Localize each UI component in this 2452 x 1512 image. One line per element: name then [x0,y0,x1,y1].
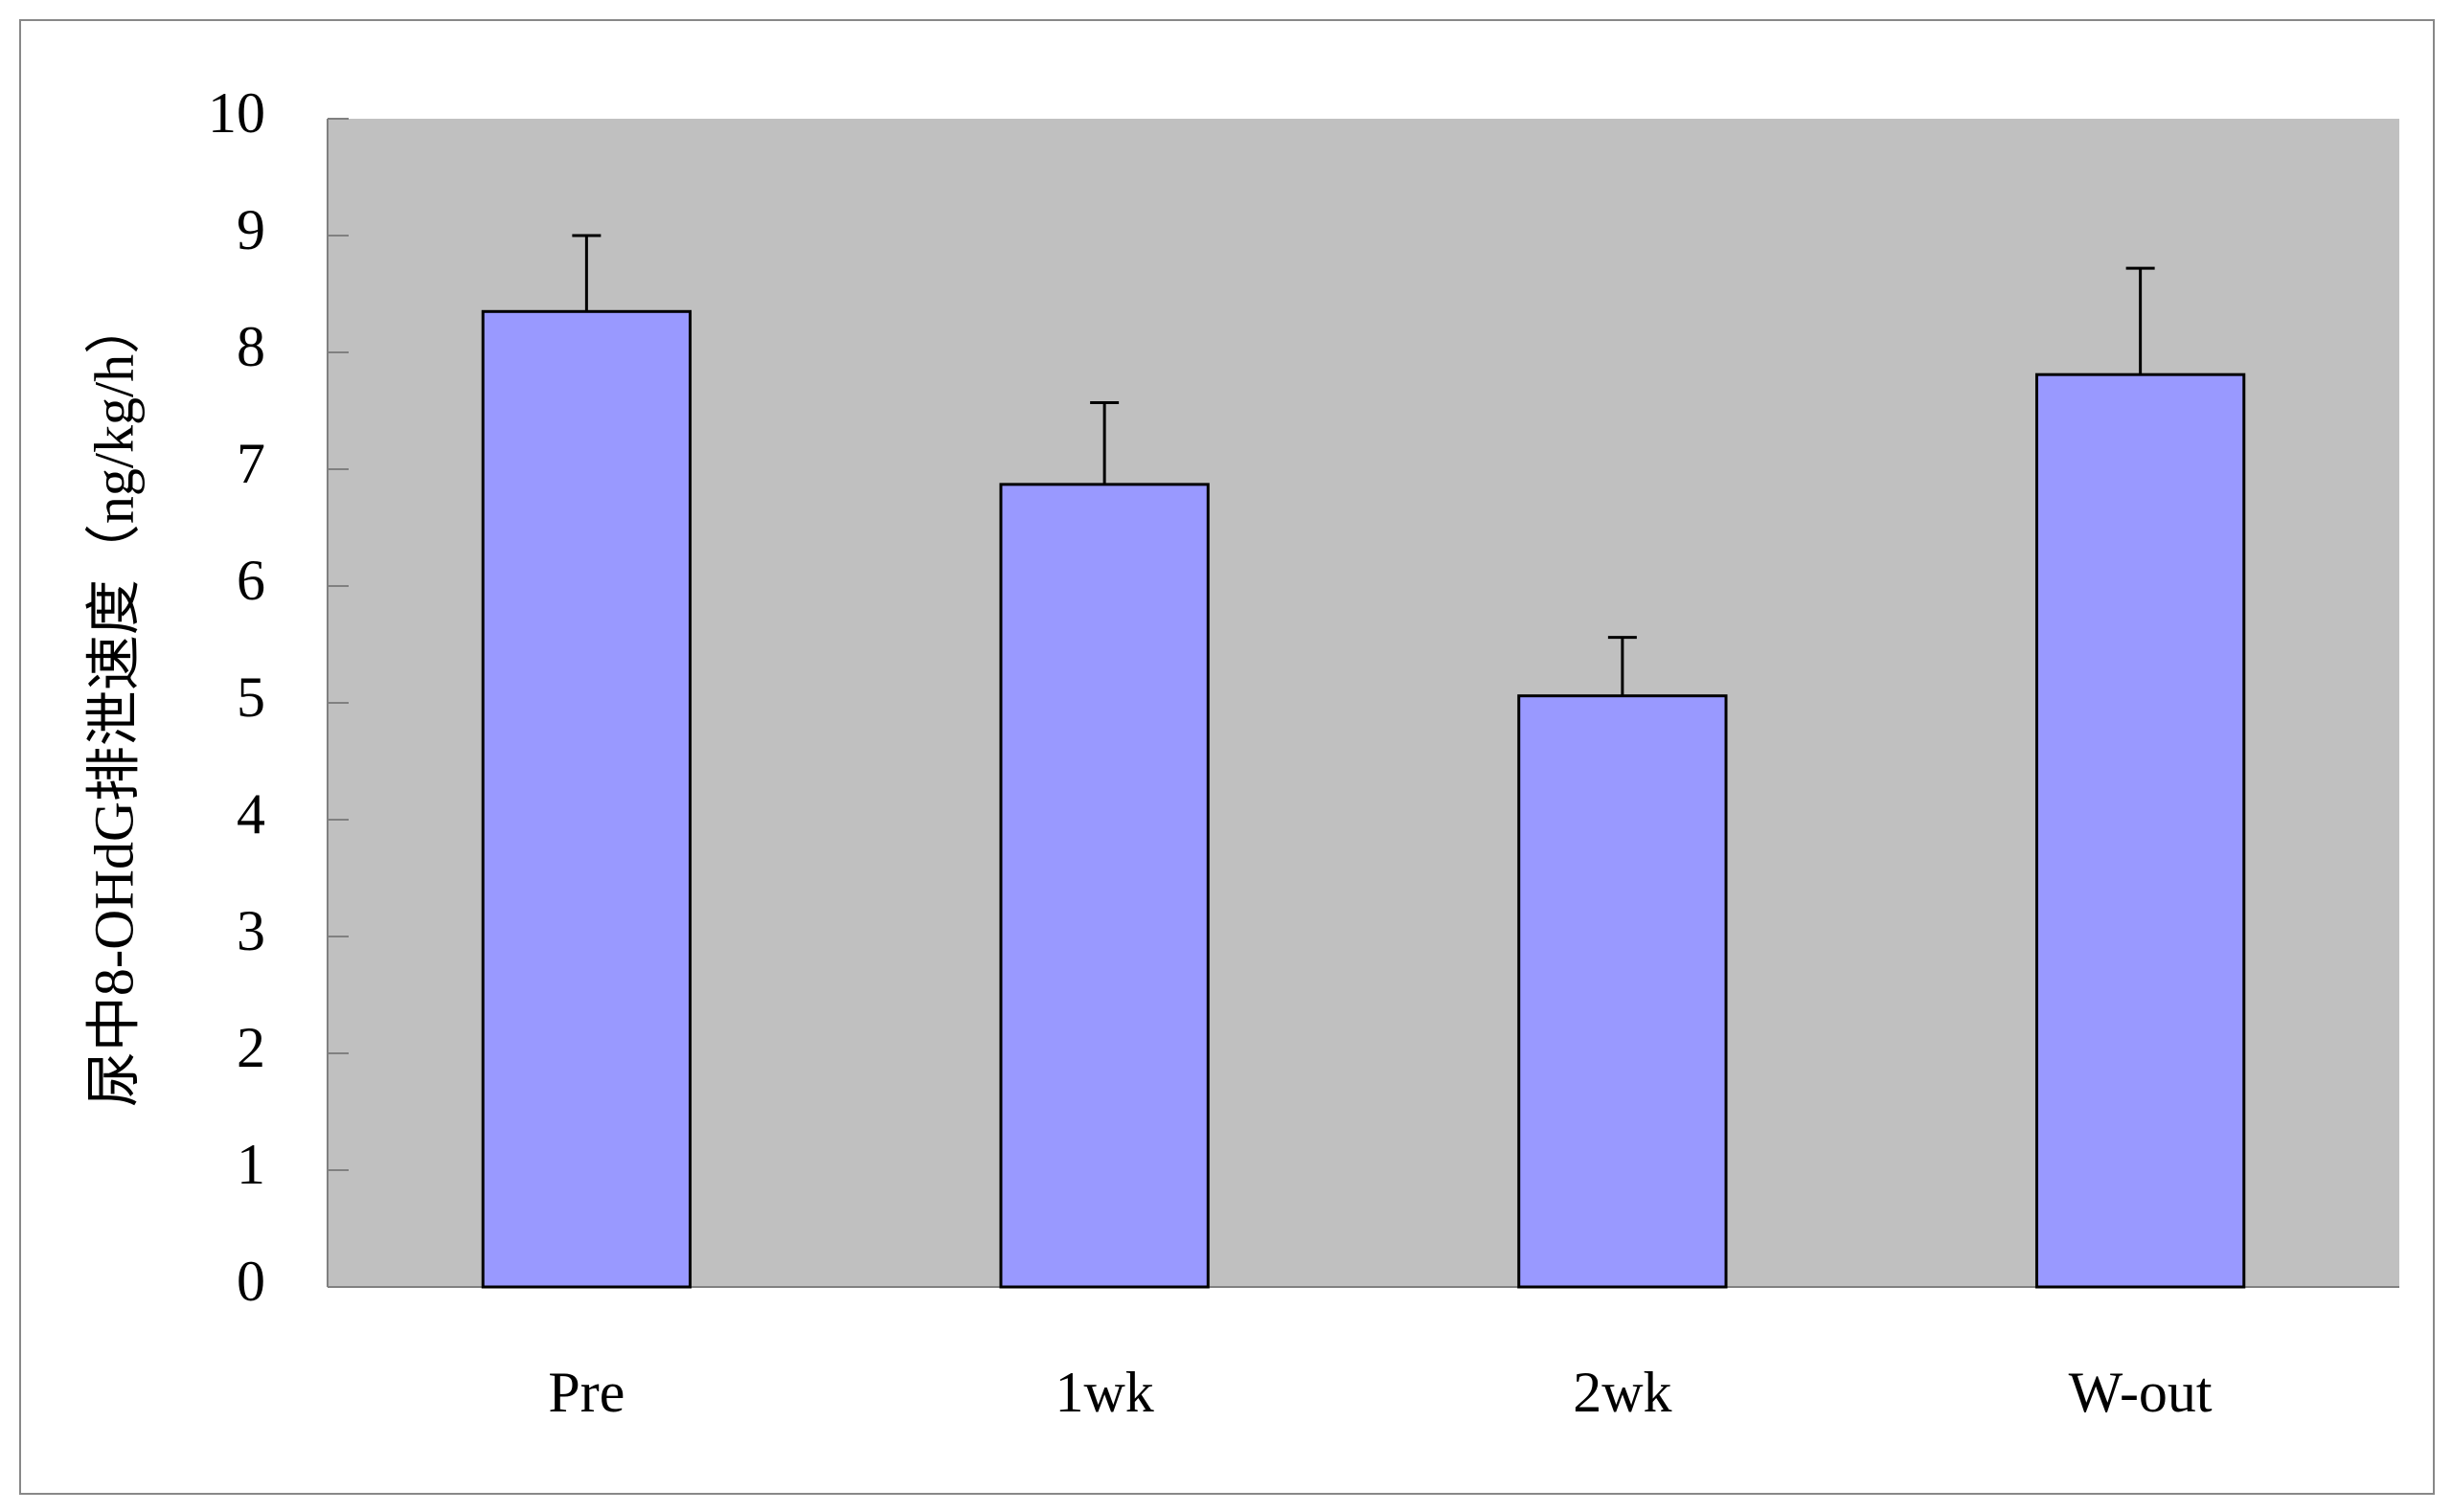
bar [1517,694,1728,1289]
x-tick-label: 2wk [1573,1361,1671,1424]
y-tick-label: 9 [237,198,265,261]
bar [2034,372,2246,1289]
y-tick-label: 6 [237,549,265,612]
y-tick-label: 1 [237,1133,265,1196]
x-tick-label: Pre [548,1361,624,1424]
y-tick-label: 4 [237,782,265,846]
x-tick-label: W-out [2069,1361,2213,1424]
y-tick-label: 0 [237,1250,265,1313]
bar [481,309,692,1289]
y-tick-label: 10 [208,81,265,145]
y-tick-label: 3 [237,899,265,962]
y-tick-label: 7 [237,432,265,495]
y-tick-label: 2 [237,1016,265,1079]
y-axis-label: 尿中8-OHdG排泄速度（ng/kg/h） [82,299,145,1107]
y-tick-label: 8 [237,315,265,378]
x-tick-label: 1wk [1055,1361,1153,1424]
y-tick-label: 5 [237,666,265,729]
bar [999,483,1210,1289]
